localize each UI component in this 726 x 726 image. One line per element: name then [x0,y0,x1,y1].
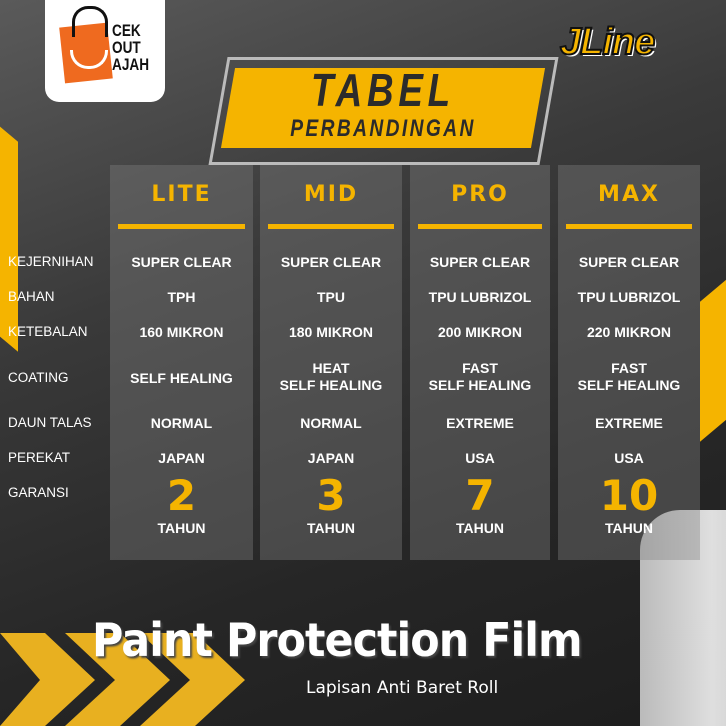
table-cell: TPU LUBRIZOL [428,289,532,305]
column-header: PRO [451,182,509,207]
header-underline [566,224,692,229]
table-cell: 180 MIKRON [288,324,374,340]
table-cell: TPH [167,289,196,305]
table-cell: 160 MIKRON [139,324,224,340]
table-cell: HEAT SELF HEALING [279,360,383,393]
column-pro [410,165,550,560]
table-cell: 200 MIKRON [437,324,523,340]
header-underline [268,224,394,229]
decor-stripe [700,278,726,442]
table-cell: EXTREME [595,415,663,431]
row-label: DAUN TALAS [8,415,92,430]
table-cell: FAST SELF HEALING [428,360,532,393]
garansi-value: 10 [599,471,659,520]
garansi-value: 3 [316,471,346,520]
table-cell: SUPER CLEAR [131,254,232,270]
column-header: MAX [598,182,660,207]
table-cell: USA [614,450,644,466]
garansi-value: 2 [166,471,197,520]
table-cell: SUPER CLEAR [429,254,531,270]
table-cell: TPU LUBRIZOL [577,289,681,305]
garansi-unit: TAHUN [605,520,653,536]
row-label: PEREKAT [8,450,71,465]
bag-handle-icon [72,6,108,37]
column-header: LITE [151,182,212,207]
table-cell: SUPER CLEAR [280,254,382,270]
table-cell: FAST SELF HEALING [577,360,681,393]
header-underline [118,224,245,229]
garansi-unit: TAHUN [157,520,206,536]
jline-logo: JLine [559,21,656,63]
column-lite [110,165,253,560]
column-header: MID [303,182,359,207]
column-max [558,165,700,560]
chevron-icon [0,633,95,726]
garansi-unit: TAHUN [456,520,504,536]
table-cell: 220 MIKRON [586,324,672,340]
title-main: TABEL [311,64,455,116]
table-cell: EXTREME [446,415,514,431]
row-label: KETEBALAN [8,324,88,339]
table-cell: JAPAN [158,450,205,466]
row-label: KEJERNIHAN [8,254,94,269]
footer-title: Paint Protection Film [92,613,583,667]
table-cell: SELF HEALING [130,370,233,386]
garansi-unit: TAHUN [307,520,355,536]
table-cell: NORMAL [300,415,362,431]
table-cell: TPU [317,289,345,305]
chevron-arrows [0,633,245,726]
film-roll-image [640,510,726,726]
garansi-value: 7 [465,471,495,520]
row-label: BAHAN [8,289,55,304]
title-sub: PERBANDINGAN [290,115,476,142]
table-cell: JAPAN [307,450,355,466]
row-label: COATING [8,370,69,385]
table-cell: SUPER CLEAR [578,254,680,270]
chevron-icon [140,633,245,726]
table-cell: NORMAL [150,415,213,431]
row-label: GARANSI [8,485,69,500]
footer-subtitle: Lapisan Anti Baret Roll [306,678,499,698]
header-underline [418,224,542,229]
column-mid [260,165,402,560]
chevron-icon [65,633,170,726]
cekoutajah-text: CEK OUT AJAH [112,21,150,74]
table-cell: USA [465,450,495,466]
